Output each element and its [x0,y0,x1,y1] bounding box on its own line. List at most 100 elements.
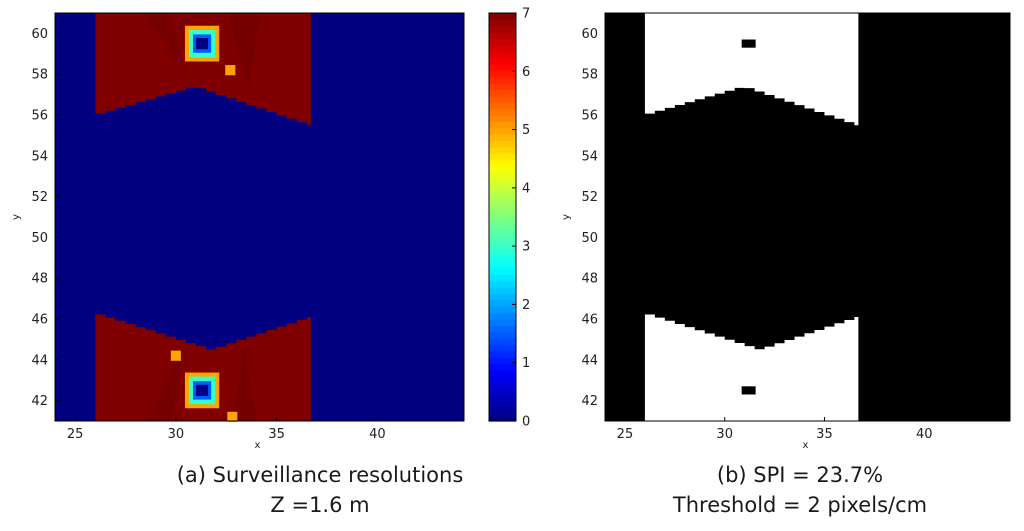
colorbar-cell-42 [489,146,516,154]
panel-b-ytick-label-52: 52 [581,190,598,205]
colorbar-cell-33 [489,204,516,212]
colorbar-cell-35 [489,191,516,199]
panel-a-minor-mark-1 [170,350,181,361]
panel-a-xtick-label-30: 30 [168,427,185,442]
panel-a-hotspot-1-ring-4 [196,384,209,397]
colorbar-cell-17 [489,306,516,314]
colorbar-tick-label-5: 5 [522,123,530,138]
panel-a-ytick-label-48: 48 [31,272,48,287]
colorbar-cell-7 [489,370,516,377]
panel-a-xtick-label-25: 25 [67,427,84,442]
panel-b-ytick-label-42: 42 [581,394,598,409]
panel-a-xtick-label-40: 40 [369,427,386,442]
panel-b-xtick-label-30: 30 [716,427,733,442]
colorbar-cell-9 [489,357,516,365]
colorbar-cell-38 [489,172,516,180]
panel-a-ytick-label-50: 50 [31,231,48,246]
colorbar-cell-61 [489,25,516,33]
colorbar-tick-label-3: 3 [522,240,530,255]
colorbar-cell-60 [489,32,516,40]
colorbar-cell-3 [489,395,516,403]
colorbar-cell-49 [489,102,516,110]
panel-a-hotspot-0-ring-4 [196,37,209,50]
panel-a-ytick-label-46: 46 [31,313,48,328]
panel-a-upper-shade-right [228,13,261,89]
colorbar-cell-20 [489,287,516,295]
colorbar-cell-58 [489,44,516,52]
panel-a-y-axis-label: y [11,214,22,220]
panel-a-upper-shade-left [143,13,193,83]
colorbar-cell-32 [489,210,516,218]
panel-b-ytick-label-58: 58 [581,68,598,83]
panel-a-axes-frame [54,12,465,422]
colorbar-cell-37 [489,178,516,186]
panel-b-ytick-label-54: 54 [581,149,598,164]
panel-b-axes-frame [604,12,1011,422]
panel-b-ytick-label-56: 56 [581,109,598,124]
colorbar-cell-47 [489,115,516,122]
colorbar-cell-8 [489,363,516,371]
panel-a-minor-mark-2 [227,411,238,423]
colorbar-tick-label-1: 1 [522,356,530,371]
colorbar-cell-36 [489,185,516,193]
panel-b-black-mark-1 [741,386,756,395]
colorbar-cell-31 [489,217,516,224]
colorbar-cell-53 [489,76,516,84]
panel-a-ytick-label-52: 52 [31,190,48,205]
caption-b-line2: Threshold = 2 pixels/cm [672,493,928,517]
panel-b-xtick-label-35: 35 [816,427,833,442]
caption-a-line1: (a) Surveillance resolutions [176,463,464,487]
colorbar-cell-41 [489,153,516,161]
colorbar-cell-2 [489,401,516,409]
panel-b-upper-region [644,13,859,126]
colorbar-cell-28 [489,236,516,244]
colorbar-cell-50 [489,95,516,103]
colorbar-cell-34 [489,197,516,205]
colorbar-cell-22 [489,274,516,282]
colorbar-tick-label-0: 0 [522,415,530,430]
panel-a-ytick-label-42: 42 [31,394,48,409]
colorbar-cell-56 [489,57,516,65]
panel-a-ytick-label-56: 56 [31,109,48,124]
panel-a-upper-region [95,13,311,126]
panel-a-ytick-label-54: 54 [31,149,48,164]
colorbar-cell-39 [489,166,516,173]
colorbar-cell-19 [489,293,516,301]
panel-b-y-axis-label: y [561,214,572,220]
panel-a-x-axis-label: x [255,440,261,451]
colorbar-cell-16 [489,312,516,320]
colorbar-frame [488,12,517,422]
colorbar-cell-55 [489,64,516,71]
panel-a-lower-shade-left [147,343,184,421]
panel-b-x-axis-label: x [803,440,809,451]
colorbar-tick-label-7: 7 [522,7,530,22]
colorbar-cell-12 [489,338,516,346]
colorbar-cell-6 [489,376,516,384]
colorbar-cell-44 [489,134,516,142]
colorbar-cell-25 [489,255,516,263]
colorbar-cell-43 [489,140,516,148]
panel-b-ytick-label-48: 48 [581,272,598,287]
panel-b-ytick-label-46: 46 [581,313,598,328]
caption-a: (a) Surveillance resolutions Z =1.6 m [120,460,520,520]
colorbar-cell-30 [489,223,516,231]
colorbar-cell-11 [489,344,516,352]
colorbar-cell-26 [489,248,516,256]
colorbar-cell-14 [489,325,516,333]
panel-a-xtick-label-35: 35 [268,427,285,442]
colorbar-cell-51 [489,89,516,97]
panel-a-ytick-label-60: 60 [31,27,48,42]
panel-b-ytick-label-60: 60 [581,27,598,42]
colorbar-cell-4 [489,389,516,397]
colorbar-tick-label-6: 6 [522,65,530,80]
panel-a-minor-mark-0 [225,65,236,76]
colorbar-cell-1 [489,408,516,416]
colorbar-tick-label-4: 4 [522,181,530,196]
panel-a-ytick-label-58: 58 [31,68,48,83]
colorbar-cell-24 [489,261,516,269]
colorbar-tick-label-2: 2 [522,298,530,313]
caption-a-line2: Z =1.6 m [270,493,370,517]
colorbar-cell-5 [489,382,516,390]
colorbar-cell-23 [489,268,516,275]
